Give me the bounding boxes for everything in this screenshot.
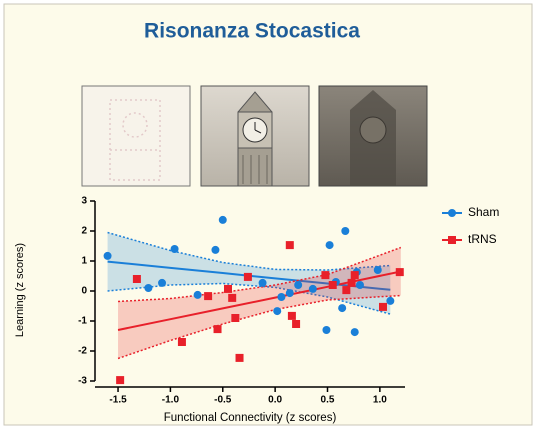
legend-swatch (448, 209, 456, 217)
point (309, 285, 317, 293)
y-tick-label: -3 (78, 376, 87, 387)
point (322, 326, 330, 334)
point (204, 292, 212, 300)
y-tick-label: -1 (78, 316, 87, 327)
point (396, 268, 404, 276)
point (171, 245, 179, 253)
point (273, 307, 281, 315)
point (228, 294, 236, 302)
point (338, 304, 346, 312)
point (288, 312, 296, 320)
point (351, 328, 359, 336)
chart-title: Risonanza Stocastica (144, 20, 360, 43)
y-tick-label: -2 (78, 346, 87, 357)
x-tick-label: 0.5 (321, 395, 335, 406)
x-tick-label: -1.5 (109, 395, 127, 406)
legend-swatch (448, 236, 456, 244)
point (144, 284, 152, 292)
illustration-noisy (319, 86, 427, 186)
point (356, 281, 364, 289)
illustration-clear (201, 86, 309, 186)
point (326, 241, 334, 249)
point (277, 293, 285, 301)
y-tick-label: 2 (81, 226, 87, 237)
y-tick-label: 1 (81, 256, 87, 267)
x-tick-label: 0.0 (268, 395, 282, 406)
slide: Risonanza Stocastica Learning (z scores)… (0, 0, 538, 431)
point (104, 252, 112, 260)
point (292, 320, 300, 328)
point (321, 271, 329, 279)
point (342, 286, 350, 294)
point (374, 266, 382, 274)
legend-label: Sham (468, 205, 499, 219)
x-tick-label: 1.0 (373, 395, 387, 406)
point (351, 271, 359, 279)
point (231, 314, 239, 322)
point (158, 279, 166, 287)
point (244, 273, 252, 281)
point (286, 241, 294, 249)
point (211, 246, 219, 254)
illustration-faint (82, 86, 190, 186)
point (329, 281, 337, 289)
point (286, 289, 294, 297)
y-tick-label: 0 (81, 286, 87, 297)
point (116, 376, 124, 384)
point (133, 275, 141, 283)
point (178, 338, 186, 346)
x-axis-label: Functional Connectivity (z scores) (164, 412, 337, 424)
point (214, 325, 222, 333)
point (224, 285, 232, 293)
point (194, 291, 202, 299)
chart: Risonanza Stocastica Learning (z scores)… (0, 0, 538, 431)
point (294, 281, 302, 289)
x-tick-label: -1.0 (162, 395, 180, 406)
point (341, 227, 349, 235)
y-tick-label: 3 (81, 196, 87, 207)
x-tick-label: -0.5 (214, 395, 232, 406)
point (259, 279, 267, 287)
point (236, 354, 244, 362)
point (219, 216, 227, 224)
y-axis-label: Learning (z scores) (14, 243, 26, 337)
legend-label: tRNS (468, 232, 497, 246)
point (348, 279, 356, 287)
point (386, 297, 394, 305)
point (379, 303, 387, 311)
